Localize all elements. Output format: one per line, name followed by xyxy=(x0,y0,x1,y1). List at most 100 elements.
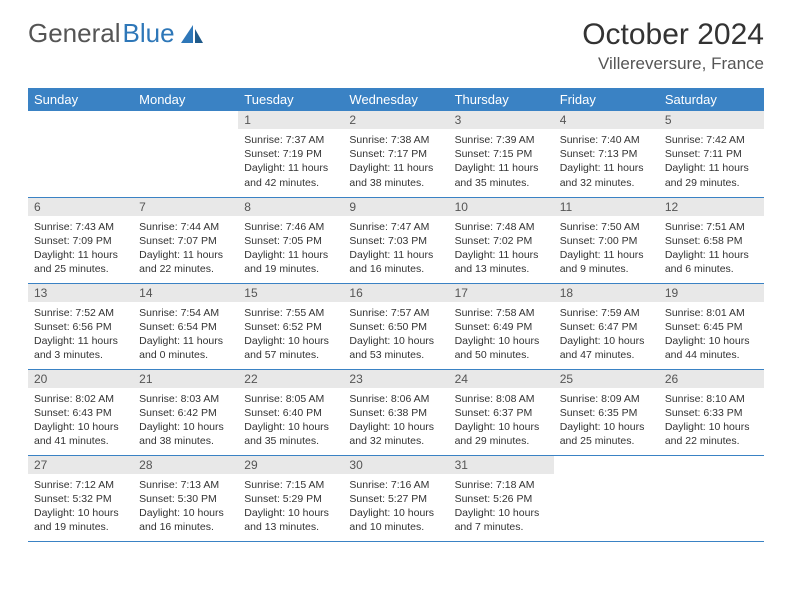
day-number: 19 xyxy=(659,284,764,302)
day-number: 12 xyxy=(659,198,764,216)
day-number: 22 xyxy=(238,370,343,388)
calendar-cell: 9Sunrise: 7:47 AMSunset: 7:03 PMDaylight… xyxy=(343,197,448,283)
day-number: 20 xyxy=(28,370,133,388)
day-number: 6 xyxy=(28,198,133,216)
calendar-cell: 2Sunrise: 7:38 AMSunset: 7:17 PMDaylight… xyxy=(343,111,448,197)
day-number: 3 xyxy=(449,111,554,129)
location: Villereversure, France xyxy=(582,54,764,74)
calendar-cell: 23Sunrise: 8:06 AMSunset: 6:38 PMDayligh… xyxy=(343,369,448,455)
calendar-cell: 6Sunrise: 7:43 AMSunset: 7:09 PMDaylight… xyxy=(28,197,133,283)
calendar-row: 20Sunrise: 8:02 AMSunset: 6:43 PMDayligh… xyxy=(28,369,764,455)
day-details: Sunrise: 7:54 AMSunset: 6:54 PMDaylight:… xyxy=(133,302,238,367)
calendar-cell: 16Sunrise: 7:57 AMSunset: 6:50 PMDayligh… xyxy=(343,283,448,369)
calendar-row: 6Sunrise: 7:43 AMSunset: 7:09 PMDaylight… xyxy=(28,197,764,283)
day-number: 9 xyxy=(343,198,448,216)
logo-text-2: Blue xyxy=(123,18,175,49)
day-details: Sunrise: 7:44 AMSunset: 7:07 PMDaylight:… xyxy=(133,216,238,281)
day-details: Sunrise: 8:06 AMSunset: 6:38 PMDaylight:… xyxy=(343,388,448,453)
calendar-row: 27Sunrise: 7:12 AMSunset: 5:32 PMDayligh… xyxy=(28,455,764,541)
day-details: Sunrise: 7:16 AMSunset: 5:27 PMDaylight:… xyxy=(343,474,448,539)
day-number: 18 xyxy=(554,284,659,302)
day-number: 4 xyxy=(554,111,659,129)
day-number: 5 xyxy=(659,111,764,129)
logo-sail-icon xyxy=(179,23,205,45)
calendar-cell-empty xyxy=(659,455,764,541)
day-number: 15 xyxy=(238,284,343,302)
calendar-cell: 15Sunrise: 7:55 AMSunset: 6:52 PMDayligh… xyxy=(238,283,343,369)
calendar-cell: 1Sunrise: 7:37 AMSunset: 7:19 PMDaylight… xyxy=(238,111,343,197)
calendar-table: SundayMondayTuesdayWednesdayThursdayFrid… xyxy=(28,88,764,542)
day-number: 26 xyxy=(659,370,764,388)
calendar-cell: 30Sunrise: 7:16 AMSunset: 5:27 PMDayligh… xyxy=(343,455,448,541)
day-number: 25 xyxy=(554,370,659,388)
day-number: 21 xyxy=(133,370,238,388)
day-details: Sunrise: 7:39 AMSunset: 7:15 PMDaylight:… xyxy=(449,129,554,194)
day-details: Sunrise: 7:12 AMSunset: 5:32 PMDaylight:… xyxy=(28,474,133,539)
weekday-header: Monday xyxy=(133,88,238,111)
calendar-row: 1Sunrise: 7:37 AMSunset: 7:19 PMDaylight… xyxy=(28,111,764,197)
calendar-cell: 31Sunrise: 7:18 AMSunset: 5:26 PMDayligh… xyxy=(449,455,554,541)
day-details: Sunrise: 7:13 AMSunset: 5:30 PMDaylight:… xyxy=(133,474,238,539)
calendar-cell: 24Sunrise: 8:08 AMSunset: 6:37 PMDayligh… xyxy=(449,369,554,455)
calendar-cell: 5Sunrise: 7:42 AMSunset: 7:11 PMDaylight… xyxy=(659,111,764,197)
weekday-header: Wednesday xyxy=(343,88,448,111)
day-details: Sunrise: 7:52 AMSunset: 6:56 PMDaylight:… xyxy=(28,302,133,367)
day-number: 24 xyxy=(449,370,554,388)
day-details: Sunrise: 7:50 AMSunset: 7:00 PMDaylight:… xyxy=(554,216,659,281)
day-number: 17 xyxy=(449,284,554,302)
calendar-cell: 20Sunrise: 8:02 AMSunset: 6:43 PMDayligh… xyxy=(28,369,133,455)
day-number: 30 xyxy=(343,456,448,474)
calendar-cell-empty xyxy=(133,111,238,197)
calendar-cell: 3Sunrise: 7:39 AMSunset: 7:15 PMDaylight… xyxy=(449,111,554,197)
day-details: Sunrise: 7:55 AMSunset: 6:52 PMDaylight:… xyxy=(238,302,343,367)
calendar-cell: 14Sunrise: 7:54 AMSunset: 6:54 PMDayligh… xyxy=(133,283,238,369)
day-number: 2 xyxy=(343,111,448,129)
calendar-head: SundayMondayTuesdayWednesdayThursdayFrid… xyxy=(28,88,764,111)
day-details: Sunrise: 7:57 AMSunset: 6:50 PMDaylight:… xyxy=(343,302,448,367)
day-number: 10 xyxy=(449,198,554,216)
header: GeneralBlue October 2024 Villereversure,… xyxy=(28,18,764,74)
calendar-cell: 8Sunrise: 7:46 AMSunset: 7:05 PMDaylight… xyxy=(238,197,343,283)
calendar-cell: 7Sunrise: 7:44 AMSunset: 7:07 PMDaylight… xyxy=(133,197,238,283)
weekday-header: Saturday xyxy=(659,88,764,111)
day-details: Sunrise: 7:46 AMSunset: 7:05 PMDaylight:… xyxy=(238,216,343,281)
day-number: 11 xyxy=(554,198,659,216)
day-details: Sunrise: 8:10 AMSunset: 6:33 PMDaylight:… xyxy=(659,388,764,453)
calendar-cell: 12Sunrise: 7:51 AMSunset: 6:58 PMDayligh… xyxy=(659,197,764,283)
day-details: Sunrise: 7:43 AMSunset: 7:09 PMDaylight:… xyxy=(28,216,133,281)
day-details: Sunrise: 7:18 AMSunset: 5:26 PMDaylight:… xyxy=(449,474,554,539)
day-details: Sunrise: 7:51 AMSunset: 6:58 PMDaylight:… xyxy=(659,216,764,281)
calendar-cell: 18Sunrise: 7:59 AMSunset: 6:47 PMDayligh… xyxy=(554,283,659,369)
day-details: Sunrise: 7:40 AMSunset: 7:13 PMDaylight:… xyxy=(554,129,659,194)
calendar-cell: 25Sunrise: 8:09 AMSunset: 6:35 PMDayligh… xyxy=(554,369,659,455)
day-details: Sunrise: 7:59 AMSunset: 6:47 PMDaylight:… xyxy=(554,302,659,367)
weekday-header: Sunday xyxy=(28,88,133,111)
calendar-cell: 13Sunrise: 7:52 AMSunset: 6:56 PMDayligh… xyxy=(28,283,133,369)
weekday-header: Tuesday xyxy=(238,88,343,111)
day-details: Sunrise: 8:05 AMSunset: 6:40 PMDaylight:… xyxy=(238,388,343,453)
day-number: 23 xyxy=(343,370,448,388)
calendar-cell: 11Sunrise: 7:50 AMSunset: 7:00 PMDayligh… xyxy=(554,197,659,283)
day-number: 31 xyxy=(449,456,554,474)
day-details: Sunrise: 7:58 AMSunset: 6:49 PMDaylight:… xyxy=(449,302,554,367)
day-number: 13 xyxy=(28,284,133,302)
calendar-cell: 17Sunrise: 7:58 AMSunset: 6:49 PMDayligh… xyxy=(449,283,554,369)
month-title: October 2024 xyxy=(582,18,764,52)
logo: GeneralBlue xyxy=(28,18,205,49)
day-details: Sunrise: 7:37 AMSunset: 7:19 PMDaylight:… xyxy=(238,129,343,194)
calendar-cell: 21Sunrise: 8:03 AMSunset: 6:42 PMDayligh… xyxy=(133,369,238,455)
logo-text-1: General xyxy=(28,18,121,49)
calendar-body: 1Sunrise: 7:37 AMSunset: 7:19 PMDaylight… xyxy=(28,111,764,541)
day-number: 27 xyxy=(28,456,133,474)
calendar-cell: 28Sunrise: 7:13 AMSunset: 5:30 PMDayligh… xyxy=(133,455,238,541)
day-number: 16 xyxy=(343,284,448,302)
day-number: 14 xyxy=(133,284,238,302)
day-details: Sunrise: 8:08 AMSunset: 6:37 PMDaylight:… xyxy=(449,388,554,453)
calendar-row: 13Sunrise: 7:52 AMSunset: 6:56 PMDayligh… xyxy=(28,283,764,369)
day-details: Sunrise: 7:48 AMSunset: 7:02 PMDaylight:… xyxy=(449,216,554,281)
day-details: Sunrise: 7:38 AMSunset: 7:17 PMDaylight:… xyxy=(343,129,448,194)
calendar-cell: 10Sunrise: 7:48 AMSunset: 7:02 PMDayligh… xyxy=(449,197,554,283)
calendar-cell-empty xyxy=(28,111,133,197)
calendar-cell: 26Sunrise: 8:10 AMSunset: 6:33 PMDayligh… xyxy=(659,369,764,455)
calendar-cell: 19Sunrise: 8:01 AMSunset: 6:45 PMDayligh… xyxy=(659,283,764,369)
